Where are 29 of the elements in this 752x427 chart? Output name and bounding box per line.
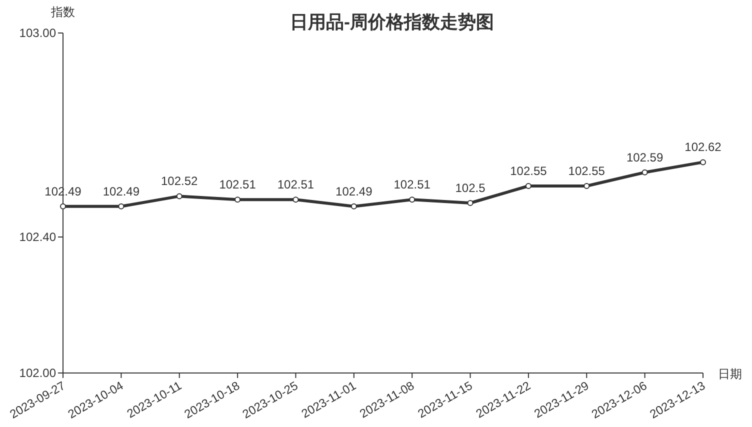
x-axis-title: 日期	[718, 367, 742, 381]
point	[700, 159, 706, 166]
point	[60, 203, 66, 210]
point	[467, 200, 474, 206]
data-label: 102.49	[102, 184, 140, 198]
data-label: 102.62	[684, 140, 722, 154]
point	[409, 196, 416, 203]
point	[642, 169, 648, 176]
data-label: 102.52	[161, 174, 198, 188]
data-label: 102.51	[394, 178, 431, 192]
y-tick-label: 102.40	[19, 230, 56, 244]
point	[584, 183, 590, 189]
point	[350, 203, 357, 210]
point	[176, 193, 182, 200]
y-tick-label: 103.00	[19, 26, 56, 40]
point	[118, 203, 124, 210]
data-label: 102.5	[455, 181, 486, 195]
data-label: 102.55	[568, 164, 606, 178]
point	[525, 183, 532, 189]
y-axis-title: 指数	[50, 5, 75, 19]
y-tick-label: 102.00	[19, 366, 56, 380]
chart-title: 日用品-周价格指数走势图	[290, 12, 494, 32]
data-label: 102.55	[510, 164, 548, 178]
data-label: 102.51	[219, 178, 256, 192]
data-label: 102.51	[277, 178, 314, 192]
point	[234, 196, 241, 203]
data-label: 102.59	[626, 150, 664, 164]
point	[292, 196, 299, 203]
data-label: 102.49	[336, 184, 373, 198]
